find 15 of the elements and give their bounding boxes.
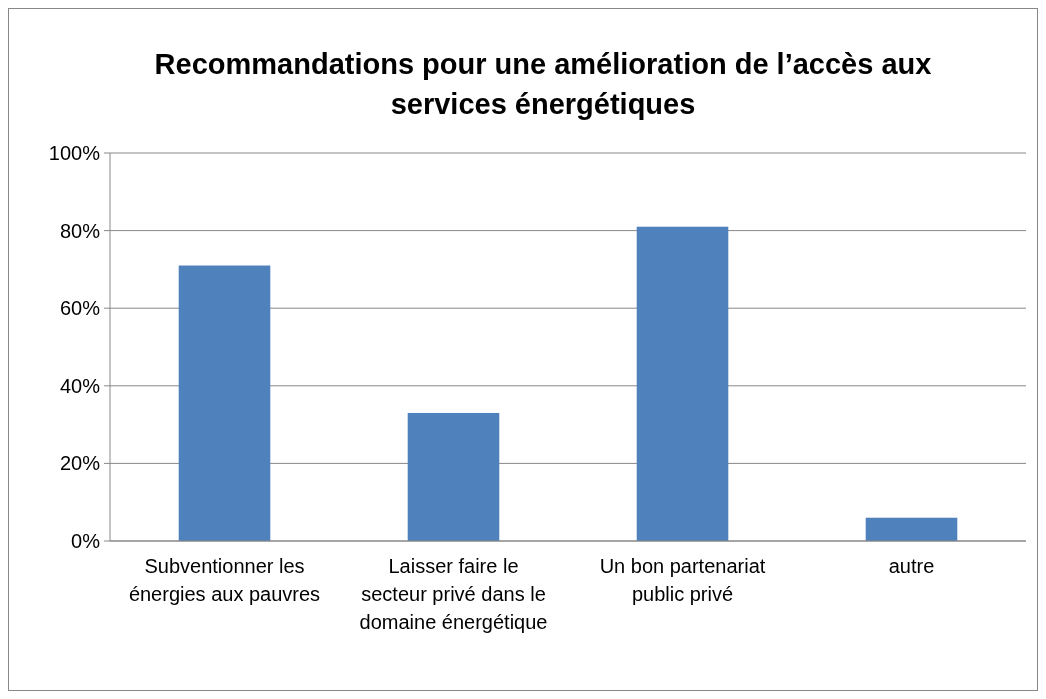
x-tick-label: autre (888, 555, 935, 577)
bar (178, 265, 271, 541)
y-tick-label: 60% (59, 297, 101, 320)
bar (407, 412, 500, 541)
y-tick-label: 100% (48, 142, 101, 164)
y-tick-label: 80% (59, 219, 101, 242)
bar (636, 226, 729, 541)
chart-title: Recommandations pour une amélioration de l’accès aux services énergétiques (154, 48, 932, 120)
y-tick-label: 0% (71, 530, 101, 552)
x-tick-label: Subventionner les énergies aux pauvres (128, 555, 321, 605)
bar (865, 517, 958, 541)
x-tick-label: Laisser faire le secteur privé dans le domaine énergétique (359, 555, 548, 633)
y-tick-label: 20% (59, 452, 101, 475)
x-tick-label: Un bon partenariat public privé (599, 555, 766, 605)
y-tick-label: 40% (59, 374, 101, 397)
